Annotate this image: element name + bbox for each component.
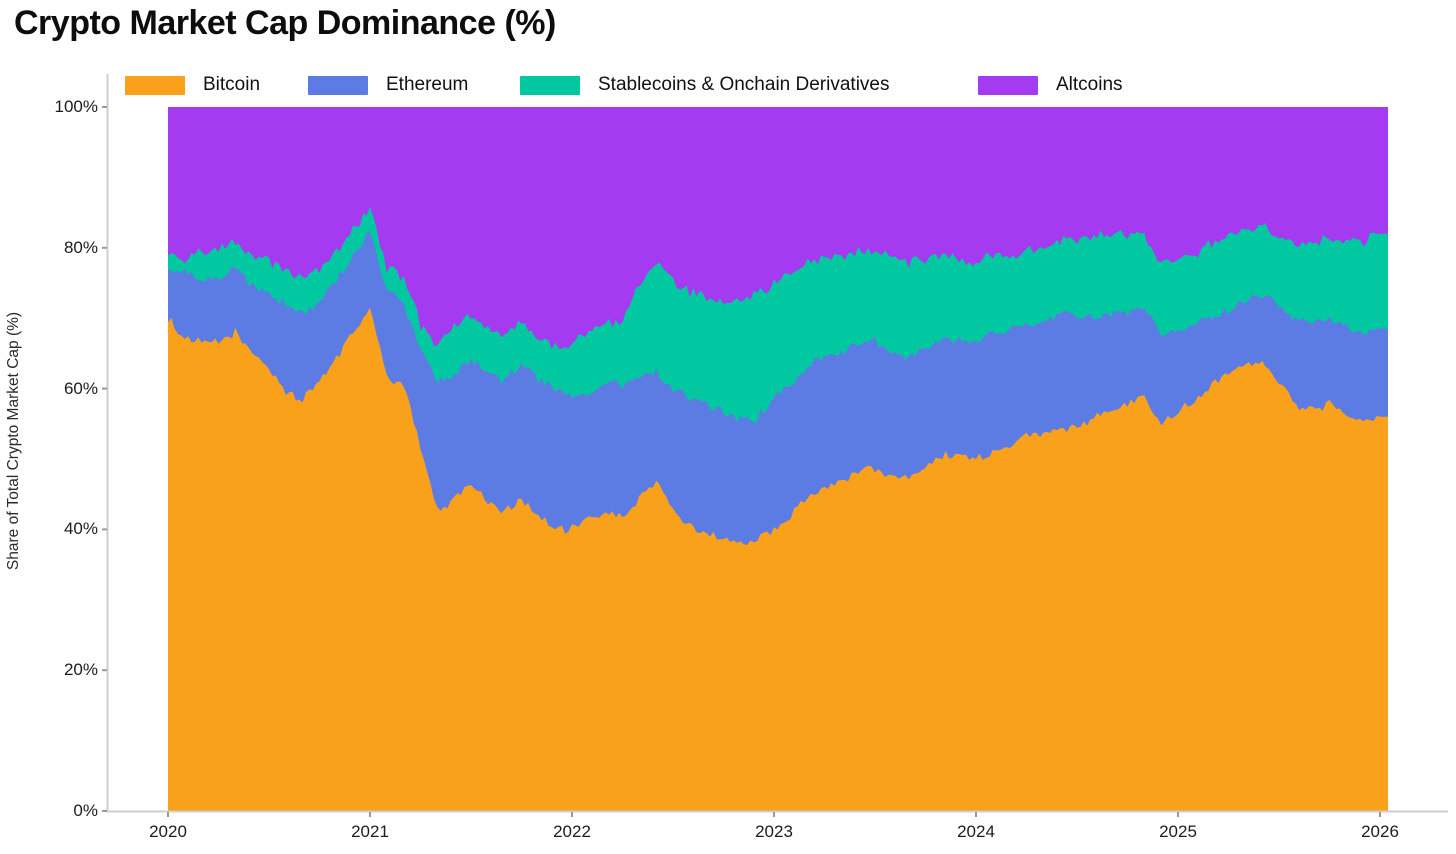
legend-label: Stablecoins & Onchain Derivatives xyxy=(598,74,890,95)
y-tick-label: 0% xyxy=(73,801,98,820)
y-axis-title: Share of Total Crypto Market Cap (%) xyxy=(5,311,22,571)
area-bitcoin xyxy=(168,307,1388,811)
legend-item-altcoins: Altcoins xyxy=(978,74,1123,96)
legend-label: Bitcoin xyxy=(203,74,261,95)
chart-title: Crypto Market Cap Dominance (%) xyxy=(14,4,556,42)
x-tick-label: 2021 xyxy=(351,822,389,841)
x-tick-label: 2025 xyxy=(1159,822,1197,841)
y-tick-label: 20% xyxy=(63,660,98,680)
y-tick-label: 60% xyxy=(63,378,98,398)
x-tick-label: 2023 xyxy=(755,822,793,841)
legend-swatch-icon xyxy=(125,75,185,95)
x-tick-label: 2024 xyxy=(957,822,995,841)
legend-swatch-icon xyxy=(520,75,580,95)
legend-item-stablecoins-onchain-derivatives: Stablecoins & Onchain Derivatives xyxy=(520,74,889,96)
legend-label: Ethereum xyxy=(386,74,469,95)
y-tick-label: 40% xyxy=(63,519,98,539)
y-tick-label: 100% xyxy=(54,97,98,116)
legend-item-bitcoin: Bitcoin xyxy=(125,74,260,96)
x-tick-label: 2026 xyxy=(1361,822,1399,841)
x-tick-label: 2020 xyxy=(149,822,187,841)
legend-label: Altcoins xyxy=(1056,74,1123,95)
legend-swatch-icon xyxy=(308,75,368,95)
legend: Bitcoin Ethereum Stablecoins & Onchain Der… xyxy=(0,74,1456,98)
legend-swatch-icon xyxy=(978,75,1038,95)
x-tick-label: 2022 xyxy=(553,822,591,841)
y-tick-label: 80% xyxy=(63,237,98,257)
legend-item-ethereum: Ethereum xyxy=(308,74,468,96)
